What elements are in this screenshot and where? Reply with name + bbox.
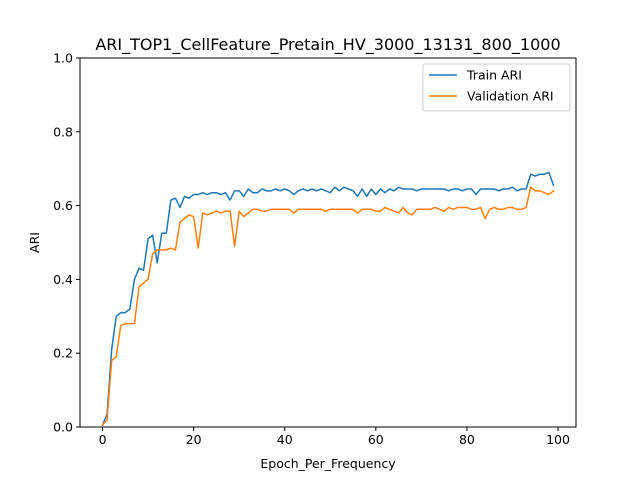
x-tick-label: 40: [277, 432, 293, 447]
y-tick-label: 0.0: [53, 420, 73, 435]
y-tick-label: 0.8: [53, 124, 73, 139]
y-tick-label: 1.0: [53, 51, 73, 66]
x-tick-label: 100: [546, 432, 570, 447]
plot-area: [79, 57, 577, 428]
series-layer: [101, 171, 555, 427]
y-tick-label: 0.6: [53, 198, 73, 213]
legend-label-validation-ari: Validation ARI: [467, 89, 554, 104]
x-axis-ticks: 0 20 40 60 80 100: [99, 427, 570, 447]
series-line-train-ari: [101, 171, 555, 427]
y-tick-label: 0.4: [53, 272, 73, 287]
series-line-validation-ari: [101, 186, 555, 427]
plot-frame: [79, 57, 577, 428]
x-tick-label: 20: [186, 432, 202, 447]
x-tick-label: 80: [459, 432, 475, 447]
legend: Train ARI Validation ARI: [422, 63, 571, 112]
x-axis-label: Epoch_Per_Frequency: [260, 456, 396, 471]
legend-box: [422, 63, 571, 112]
chart-title: ARI_TOP1_CellFeature_Pretain_HV_3000_131…: [95, 35, 560, 55]
x-tick-label: 0: [99, 432, 107, 447]
legend-label-train-ari: Train ARI: [466, 68, 522, 83]
y-axis-label: ARI: [27, 232, 42, 253]
x-tick-label: 60: [368, 432, 384, 447]
y-axis-ticks: 0.0 0.2 0.4 0.6 0.8 1.0: [53, 51, 80, 435]
y-tick-label: 0.2: [53, 346, 73, 361]
